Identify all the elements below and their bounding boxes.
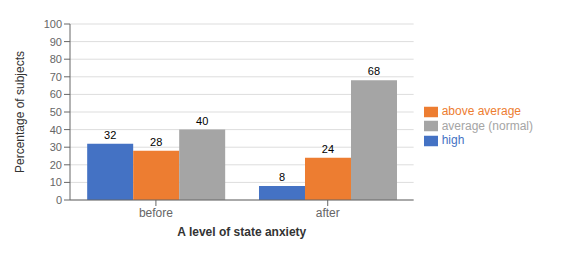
- svg-text:90: 90: [50, 36, 62, 48]
- svg-text:40: 40: [50, 124, 62, 136]
- svg-text:20: 20: [50, 159, 62, 171]
- svg-text:68: 68: [368, 65, 380, 77]
- svg-text:after: after: [316, 206, 340, 220]
- html-text:above average: above average: [441, 103, 521, 118]
- html-text:high: high: [441, 133, 465, 148]
- html-text:average (normal): average (normal): [441, 118, 533, 133]
- svg-text:28: 28: [150, 136, 162, 148]
- svg-text:50: 50: [50, 106, 62, 118]
- svg-text:24: 24: [322, 143, 334, 155]
- svg-text:10: 10: [50, 176, 62, 188]
- svg-text:70: 70: [50, 71, 62, 83]
- svg-text:0: 0: [56, 194, 62, 206]
- svg-text:Percentage of subjects: Percentage of subjects: [13, 51, 27, 173]
- svg-text:30: 30: [50, 141, 62, 153]
- svg-text:32: 32: [104, 129, 116, 141]
- svg-text:before: before: [139, 206, 173, 220]
- svg-text:80: 80: [50, 53, 62, 65]
- svg-text:8: 8: [279, 171, 285, 183]
- svg-text:40: 40: [196, 115, 208, 127]
- svg-text:60: 60: [50, 88, 62, 100]
- svg-text:A level of state anxiety: A level of state anxiety: [177, 225, 306, 239]
- svg-text:100: 100: [44, 18, 62, 30]
